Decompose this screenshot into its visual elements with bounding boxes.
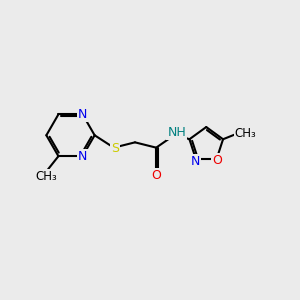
Text: O: O xyxy=(151,169,161,182)
Text: N: N xyxy=(190,155,200,168)
Text: NH: NH xyxy=(167,125,186,139)
Text: N: N xyxy=(78,108,87,121)
Text: N: N xyxy=(78,150,87,163)
Text: CH₃: CH₃ xyxy=(35,170,57,183)
Text: O: O xyxy=(212,154,222,167)
Text: S: S xyxy=(111,142,119,155)
Text: CH₃: CH₃ xyxy=(235,127,256,140)
